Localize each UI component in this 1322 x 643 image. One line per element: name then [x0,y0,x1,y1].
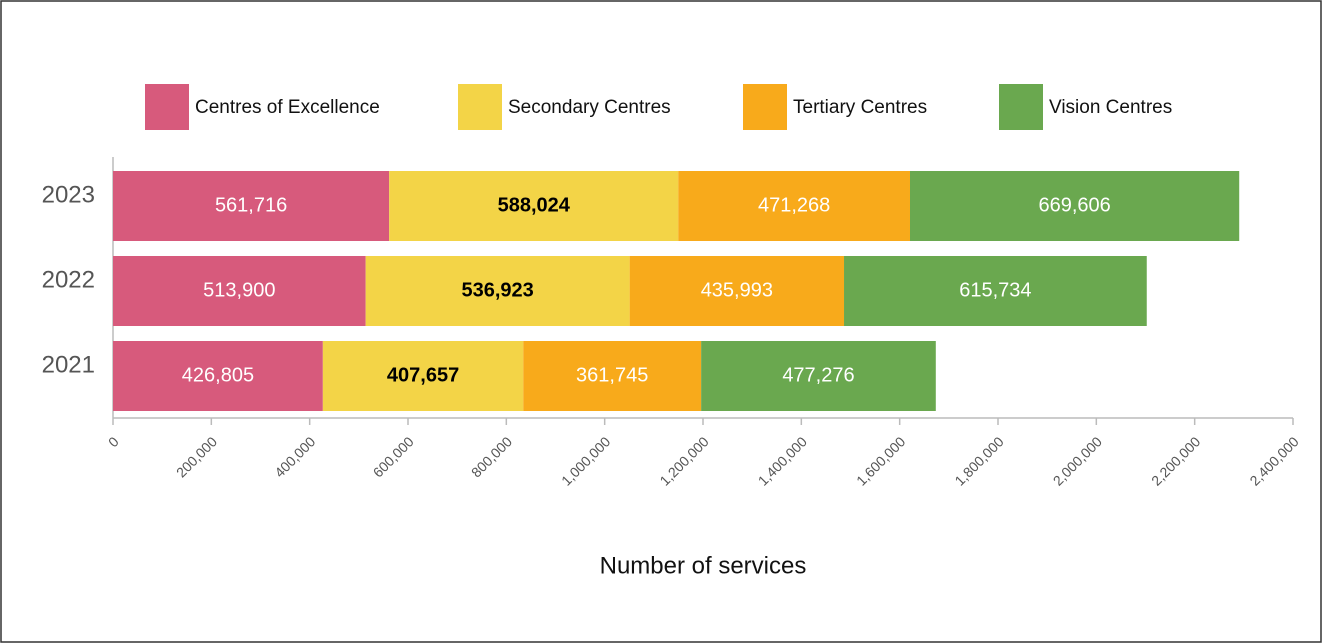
y-tick-label: 2022 [42,266,95,293]
legend-label: Vision Centres [1049,97,1172,118]
bar-segment [844,256,1147,326]
legend-label: Centres of Excellence [195,97,380,118]
legend-swatch [999,84,1043,130]
bar-segment [678,171,910,241]
value-label: 471,268 [758,194,830,216]
value-label: 536,923 [462,279,534,301]
value-label: 615,734 [959,279,1031,301]
legend-swatch [145,84,189,130]
bar-segment [365,256,630,326]
value-label: 407,657 [387,364,459,386]
legend-swatch [458,84,502,130]
bar-segment [701,341,936,411]
bar-segment [629,256,845,326]
y-tick-label: 2021 [42,351,95,378]
bar-segment [523,341,702,411]
y-tick-label: 2023 [42,181,95,208]
value-label: 361,745 [576,364,648,386]
value-label: 561,716 [215,194,287,216]
value-label: 477,276 [782,364,854,386]
value-label: 513,900 [203,279,275,301]
bar-segment [909,171,1240,241]
value-label: 435,993 [701,279,773,301]
bar-segment [389,171,679,241]
bar-segment [113,341,323,411]
value-label: 426,805 [182,364,254,386]
legend-label: Tertiary Centres [793,97,927,118]
bar-segment [322,341,524,411]
x-axis-title: Number of services [600,552,807,579]
bar-segment [113,171,390,241]
value-label: 669,606 [1038,194,1110,216]
value-label: 588,024 [498,194,571,216]
legend-label: Secondary Centres [508,97,671,118]
bar-segment [113,256,366,326]
legend-swatch [743,84,787,130]
